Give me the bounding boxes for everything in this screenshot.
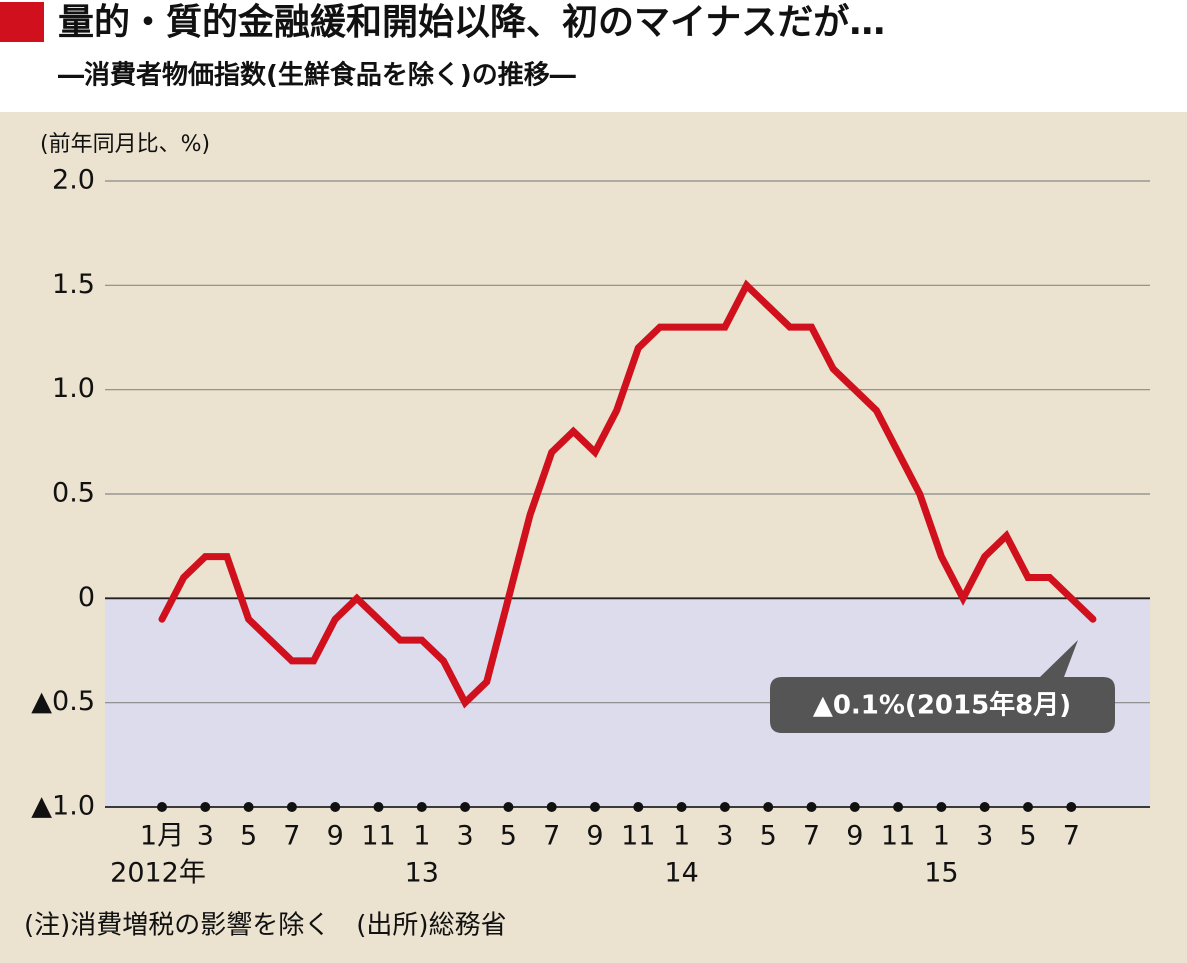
x-tick-dot bbox=[979, 802, 990, 812]
x-year-label: 15 bbox=[924, 858, 958, 889]
y-tick-label: ▲1.0 bbox=[31, 791, 95, 822]
x-year-label: 14 bbox=[664, 858, 698, 889]
x-tick-dot bbox=[1066, 802, 1077, 812]
x-tick-label: 3 bbox=[976, 821, 993, 852]
x-tick-dot bbox=[763, 802, 774, 812]
x-tick-dot bbox=[719, 802, 730, 812]
x-tick-dot bbox=[503, 802, 514, 812]
x-tick-label: 5 bbox=[1019, 821, 1036, 852]
title-marker bbox=[0, 2, 44, 42]
x-tick-dot bbox=[676, 802, 687, 812]
x-tick-label: 1月 bbox=[140, 821, 184, 852]
x-tick-label: 1 bbox=[413, 821, 430, 852]
y-tick-label: 1.0 bbox=[52, 373, 95, 404]
x-tick-label: 7 bbox=[543, 821, 560, 852]
y-axis-label: (前年同月比、%) bbox=[40, 132, 210, 157]
x-tick-label: 5 bbox=[760, 821, 777, 852]
x-tick-dot bbox=[373, 802, 384, 812]
y-tick-label: 0.5 bbox=[52, 478, 95, 509]
x-tick-label: 9 bbox=[846, 821, 863, 852]
x-tick-label: 7 bbox=[283, 821, 300, 852]
x-tick-dot bbox=[849, 802, 860, 812]
x-tick-dot bbox=[200, 802, 211, 812]
x-tick-label: 5 bbox=[500, 821, 517, 852]
x-tick-dot bbox=[243, 802, 254, 812]
x-tick-dot bbox=[330, 802, 341, 812]
x-tick-label: 3 bbox=[716, 821, 733, 852]
x-tick-dot bbox=[546, 802, 557, 812]
x-tick-label: 1 bbox=[933, 821, 950, 852]
chart-subtitle: ―消費者物価指数(生鮮食品を除く)の推移― bbox=[58, 60, 576, 91]
x-tick-dot bbox=[416, 802, 427, 812]
x-tick-dot bbox=[157, 802, 167, 812]
y-tick-label: ▲0.5 bbox=[31, 686, 95, 717]
x-tick-label: 3 bbox=[457, 821, 474, 852]
x-tick-label: 5 bbox=[240, 821, 257, 852]
x-tick-label: 7 bbox=[803, 821, 820, 852]
x-tick-label: 1 bbox=[673, 821, 690, 852]
data-line bbox=[158, 279, 1097, 709]
x-tick-dot bbox=[286, 802, 297, 812]
x-tick-dot bbox=[590, 802, 600, 812]
x-tick-label: 11 bbox=[881, 821, 915, 852]
x-tick-label: 3 bbox=[197, 821, 214, 852]
x-tick-label: 7 bbox=[1063, 821, 1080, 852]
y-tick-label: 0 bbox=[78, 582, 95, 613]
x-tick-dot bbox=[1023, 802, 1033, 812]
x-tick-dot bbox=[633, 802, 644, 812]
y-tick-label: 1.5 bbox=[52, 269, 95, 300]
y-tick-label: 2.0 bbox=[52, 165, 95, 196]
annotation-text: ▲0.1%(2015年8月) bbox=[813, 690, 1071, 721]
x-year-label: 2012年 bbox=[110, 858, 206, 889]
x-tick-label: 9 bbox=[327, 821, 344, 852]
x-tick-label: 11 bbox=[621, 821, 655, 852]
x-tick-label: 11 bbox=[361, 821, 395, 852]
note: (注)消費増税の影響を除く (出所)総務省 bbox=[24, 911, 507, 941]
x-tick-label: 9 bbox=[586, 821, 603, 852]
x-tick-dot bbox=[460, 802, 471, 812]
x-tick-dot bbox=[936, 802, 947, 812]
x-tick-dot bbox=[806, 802, 817, 812]
x-year-label: 13 bbox=[405, 858, 439, 889]
annotation-box bbox=[770, 640, 1115, 733]
chart-title: 量的・質的金融緩和開始以降、初のマイナスだが… bbox=[58, 1, 885, 43]
header bbox=[0, 0, 1187, 112]
annotation: ▲0.1%(2015年8月) bbox=[770, 640, 1115, 733]
x-tick-dot bbox=[893, 802, 904, 812]
